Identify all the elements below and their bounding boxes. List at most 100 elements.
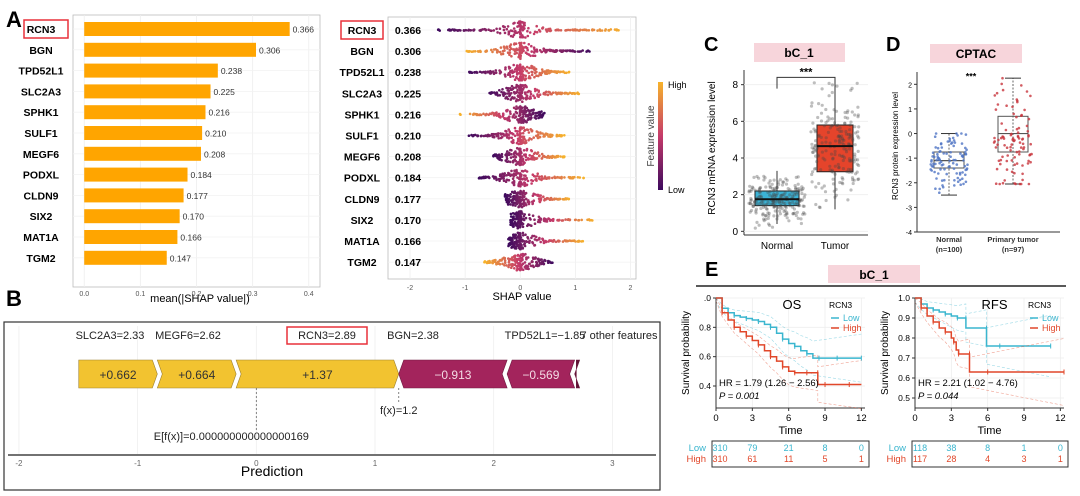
shap-point [508, 53, 511, 57]
data-point [964, 168, 967, 172]
shap-point [533, 222, 537, 225]
shap-point [509, 47, 513, 50]
data-point [1027, 135, 1030, 138]
shap-point [530, 44, 533, 48]
y-tick-label: 0.9 [898, 313, 910, 323]
data-point [799, 188, 803, 192]
shap-point [524, 92, 527, 96]
shap-point [527, 43, 531, 46]
data-point [766, 216, 770, 220]
p-value-annotation: P = 0.001 [719, 391, 760, 402]
shap-point [522, 121, 525, 124]
data-point [936, 146, 940, 150]
shap-point [510, 153, 513, 156]
shap-point [503, 117, 506, 120]
shap-point [516, 161, 519, 165]
shap-point [521, 76, 525, 79]
panel-label-c: C [704, 34, 718, 56]
shap-point [473, 71, 476, 74]
data-point [766, 200, 770, 204]
shap-point [459, 113, 462, 116]
shap-point [505, 27, 509, 31]
shap-point [532, 111, 535, 115]
shap-point [513, 30, 516, 34]
data-point [1004, 128, 1008, 132]
data-point [747, 190, 751, 194]
shap-point [515, 105, 518, 108]
data-point [995, 167, 999, 171]
shap-point [535, 130, 539, 133]
data-point [1012, 112, 1015, 116]
data-point [768, 223, 772, 227]
data-point [838, 135, 842, 139]
data-point [1005, 168, 1009, 171]
data-point [796, 216, 800, 220]
data-point [788, 201, 792, 205]
y-tick-label: .0 [704, 293, 711, 303]
shap-point [559, 70, 563, 74]
y-tick-label: -3 [906, 205, 912, 212]
panel-label-b: B [6, 286, 22, 311]
data-point [803, 212, 807, 216]
data-point [1015, 127, 1019, 131]
data-point [775, 191, 779, 196]
shap-point [515, 215, 519, 219]
shap-point [489, 69, 492, 73]
data-point [964, 133, 968, 136]
data-point [942, 152, 945, 155]
protein-expression-boxplot: CPTAC -4 -3 -2 -1 0 1 2 Normal(n=100) Primary tu… [891, 44, 1060, 254]
shap-point [497, 112, 501, 116]
shap-point [556, 92, 560, 95]
data-point [781, 180, 785, 184]
shap-point [524, 252, 527, 256]
shap-point [531, 240, 534, 244]
data-point [786, 187, 790, 191]
shap-point [497, 137, 501, 140]
data-point [956, 134, 959, 137]
data-point [755, 203, 759, 207]
data-point [856, 134, 860, 138]
shap-point [515, 141, 519, 145]
data-point [994, 182, 998, 185]
shap-point [498, 89, 501, 92]
shap-point [515, 73, 519, 76]
data-point [831, 156, 835, 160]
data-point [853, 125, 857, 129]
shap-point [531, 214, 535, 217]
data-point [784, 182, 789, 186]
data-point [844, 129, 848, 134]
shap-point [531, 54, 535, 57]
data-point [995, 91, 999, 95]
shap-point [560, 134, 563, 137]
shap-point [518, 117, 522, 121]
data-point [964, 150, 967, 154]
legend-label: High [1042, 323, 1061, 333]
shap-point [509, 29, 513, 32]
data-point [749, 196, 753, 201]
data-point [994, 146, 998, 149]
data-point [930, 158, 933, 162]
data-point [799, 199, 803, 203]
category-label: BGN [350, 46, 373, 58]
shap-point [514, 42, 518, 45]
highlight-box [23, 19, 69, 39]
data-point [999, 162, 1002, 166]
shap-point [499, 46, 503, 49]
shap-point [528, 66, 531, 70]
shap-point [486, 71, 490, 74]
shap-point [513, 254, 516, 258]
data-point [848, 128, 852, 132]
data-point [843, 115, 847, 119]
data-point [853, 113, 857, 117]
shap-point [549, 133, 553, 137]
shap-point [519, 155, 522, 158]
data-point [943, 168, 946, 171]
shap-point [512, 106, 516, 110]
data-point [752, 175, 756, 179]
bar-value-label: 0.216 [208, 108, 230, 118]
data-point [1025, 124, 1029, 128]
shap-point [491, 50, 494, 54]
data-point [855, 162, 859, 166]
shap-point [515, 98, 518, 101]
highlight-box [340, 20, 384, 40]
